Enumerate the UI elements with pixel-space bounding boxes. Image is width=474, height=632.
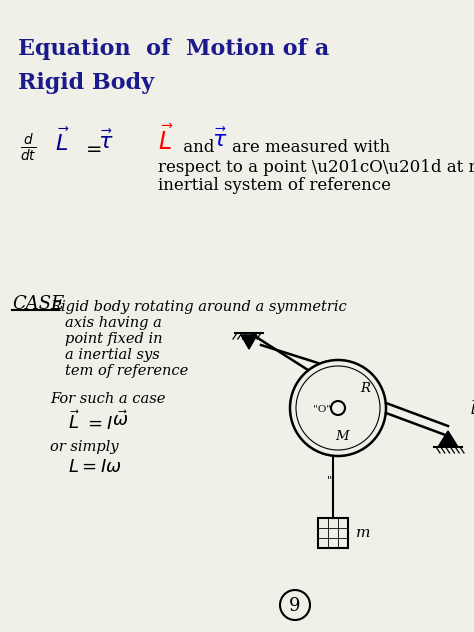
Text: R: R — [360, 382, 370, 394]
Text: 9: 9 — [289, 597, 301, 615]
Text: $\vec{L}$: $\vec{L}$ — [158, 125, 174, 155]
Text: or simply: or simply — [50, 440, 118, 454]
Text: $\vec{\omega}$: $\vec{\omega}$ — [112, 410, 128, 430]
Text: $\vec{L}$: $\vec{L}$ — [55, 128, 70, 155]
Text: $\vec{L}$: $\vec{L}$ — [68, 410, 81, 433]
Text: Rigid body rotating around a symmetric: Rigid body rotating around a symmetric — [50, 300, 347, 314]
Text: Equation  of  Motion of a: Equation of Motion of a — [18, 38, 329, 60]
Text: a inertial sys: a inertial sys — [65, 348, 160, 362]
Text: point fixed in: point fixed in — [65, 332, 163, 346]
Polygon shape — [241, 335, 257, 349]
Text: $= I$: $= I$ — [84, 415, 113, 433]
Text: CASE: CASE — [12, 295, 64, 313]
Bar — [318, 518, 348, 548]
Text: $=$: $=$ — [82, 139, 102, 157]
Text: Rigid Body: Rigid Body — [18, 72, 154, 94]
Text: tem of reference: tem of reference — [65, 364, 188, 378]
Text: $\vec{L}$: $\vec{L}$ — [470, 399, 474, 418]
Text: For such a case: For such a case — [50, 392, 165, 406]
Text: "O": "O" — [313, 404, 331, 413]
Text: and: and — [178, 140, 219, 157]
Text: m: m — [356, 526, 371, 540]
Text: are measured with: are measured with — [232, 140, 390, 157]
Text: respect to a point \u201cO\u201d at rest in an: respect to a point \u201cO\u201d at rest… — [158, 159, 474, 176]
Text: $\vec{\tau}$: $\vec{\tau}$ — [212, 128, 228, 152]
Text: '': '' — [327, 475, 333, 485]
Text: $\frac{d}{dt}$: $\frac{d}{dt}$ — [20, 132, 36, 164]
Text: M: M — [335, 430, 348, 442]
Text: $\vec{\tau}$: $\vec{\tau}$ — [98, 130, 113, 154]
Text: axis having a: axis having a — [65, 316, 162, 330]
Text: $L = I\omega$: $L = I\omega$ — [68, 458, 122, 476]
Text: inertial system of reference: inertial system of reference — [158, 178, 391, 195]
Polygon shape — [438, 431, 458, 447]
